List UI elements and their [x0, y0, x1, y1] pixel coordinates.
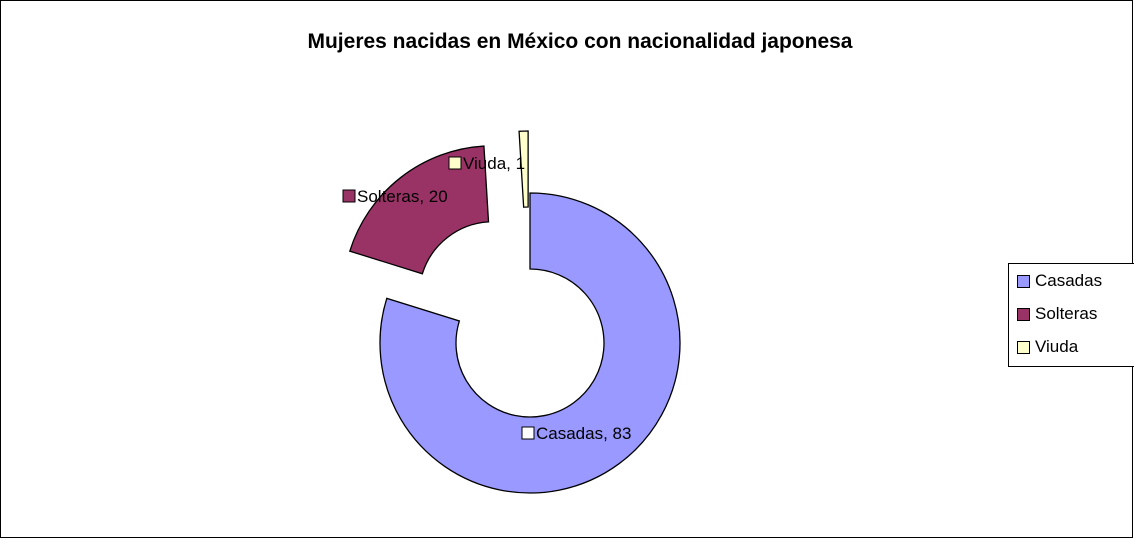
slice-solteras: [348, 145, 490, 275]
data-label-text-solteras: Solteras, 20: [357, 187, 448, 206]
legend-item-casadas: Casadas: [1017, 270, 1102, 292]
legend: Casadas Solteras Viuda: [1008, 263, 1134, 367]
data-label-key-casadas: [521, 426, 535, 440]
legend-label-viuda: Viuda: [1035, 337, 1079, 356]
chart-title: Mujeres nacidas en México con nacionalid…: [307, 30, 853, 53]
legend-swatch-viuda: [1017, 340, 1030, 354]
legend-swatch-solteras: [1017, 307, 1030, 321]
data-label-solteras: Solteras, 20: [342, 187, 448, 206]
slice-viuda: [518, 130, 529, 208]
legend-item-viuda: Viuda: [1017, 336, 1078, 358]
data-label-text-casadas: Casadas, 83: [536, 424, 631, 443]
data-label-key-viuda: [448, 156, 462, 170]
legend-label-casadas: Casadas: [1035, 271, 1103, 290]
data-label-text-viuda: Viuda, 1: [463, 154, 525, 173]
legend-label-solteras: Solteras: [1035, 304, 1098, 323]
legend-swatch-casadas: [1017, 274, 1030, 288]
legend-item-solteras: Solteras: [1017, 303, 1097, 325]
data-label-viuda: Viuda, 1: [448, 154, 525, 173]
data-label-key-solteras: [342, 189, 356, 203]
data-label-casadas: Casadas, 83: [521, 424, 631, 443]
slice-casadas: [379, 192, 681, 494]
